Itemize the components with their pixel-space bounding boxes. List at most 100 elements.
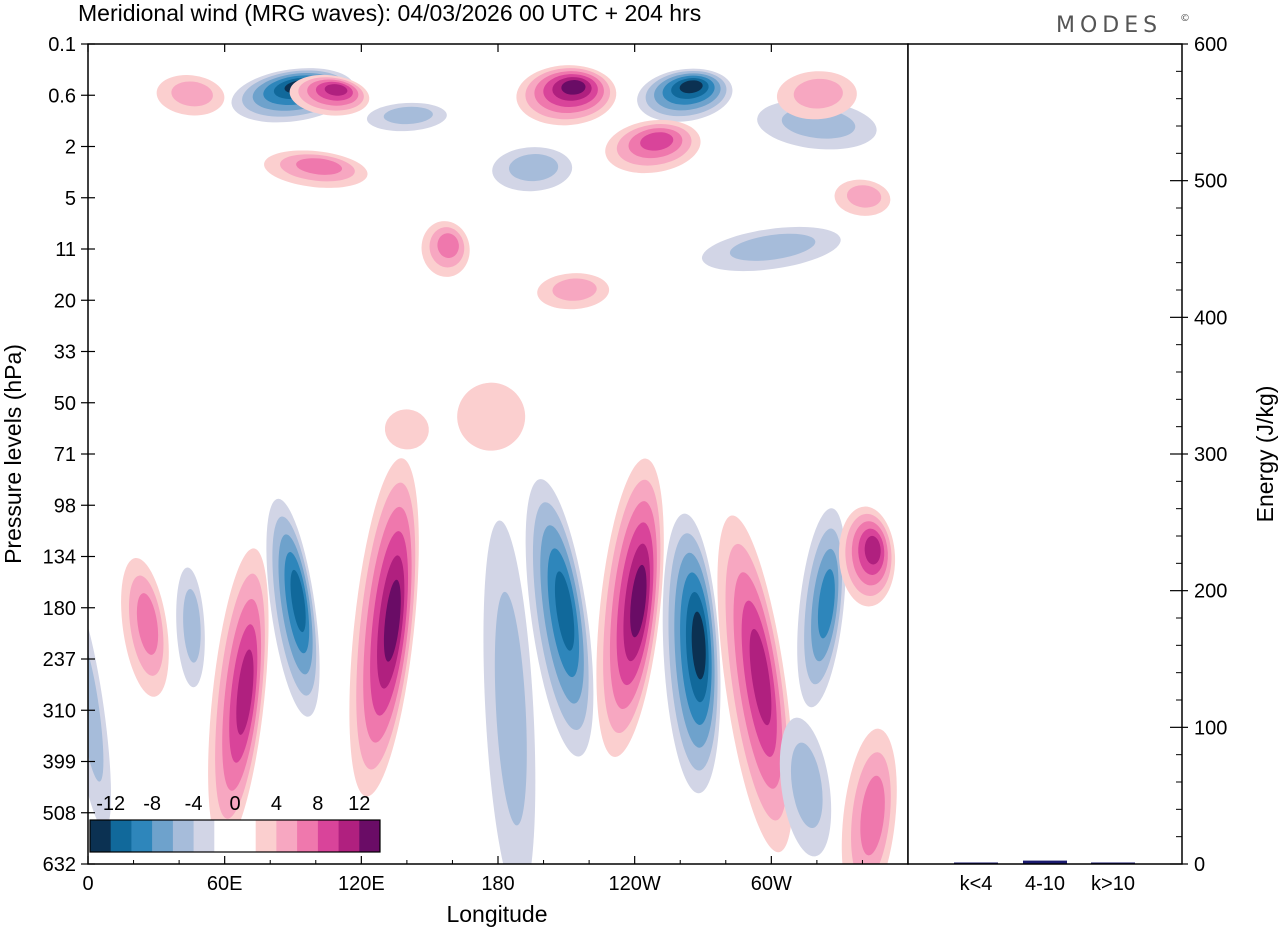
colorbar-swatch — [359, 820, 381, 852]
contour-feature — [366, 102, 447, 132]
contour-feature — [121, 557, 169, 697]
y-tick-label: 399 — [43, 752, 76, 774]
colorbar-label: 4 — [271, 793, 282, 815]
y-tick-label: 632 — [43, 854, 76, 876]
y-tick-label: 237 — [43, 649, 76, 671]
x-tick-label: 120E — [338, 873, 385, 895]
y-tick-label: 33 — [54, 342, 76, 364]
contour-feature — [701, 226, 841, 272]
colorbar-swatch — [172, 820, 194, 852]
contour-band — [790, 742, 823, 829]
contour-band — [324, 84, 348, 96]
x-tick-label: 0 — [82, 873, 93, 895]
contour-band — [793, 78, 843, 109]
y-tick-label: 134 — [43, 547, 76, 569]
contour-feature — [457, 382, 526, 451]
contour-band — [640, 132, 674, 151]
contour-band — [236, 649, 254, 735]
energy-x-axis: k<4 4-10 k>10 — [960, 873, 1135, 895]
contour-feature — [176, 567, 205, 688]
contour-feature — [717, 515, 794, 853]
contour-band — [457, 382, 526, 451]
colorbar-swatch — [90, 820, 112, 852]
colorbar-swatch — [297, 820, 319, 852]
energy-bar — [1023, 860, 1067, 864]
contour-band — [749, 628, 772, 726]
colorbar-label: 0 — [229, 793, 240, 815]
contour-band — [554, 571, 575, 651]
x-tick-label: 60E — [207, 873, 243, 895]
contour-feature — [421, 221, 470, 277]
contour-band — [817, 569, 835, 639]
contour-feature — [483, 520, 536, 864]
y-tick-label: 50 — [54, 393, 76, 415]
contour-band — [864, 535, 881, 565]
y-tick-label: 310 — [43, 700, 76, 722]
energy-tick-label: 200 — [1194, 581, 1227, 603]
contour-feature — [349, 458, 419, 797]
colorbar-label: -4 — [185, 793, 203, 815]
energy-axis-label: Energy (J/kg) — [1252, 386, 1278, 523]
contour-band — [383, 579, 401, 662]
contour-feature — [797, 508, 846, 708]
energy-tick-label: 400 — [1194, 307, 1227, 329]
energy-y-axis: 0 100 200 300 400 500 600 — [1170, 34, 1227, 876]
colorbar-swatch — [255, 820, 277, 852]
contour-band — [860, 775, 885, 856]
contour-feature — [525, 479, 594, 757]
colorbar-swatch — [276, 820, 298, 852]
energy-category-label: k<4 — [960, 873, 993, 895]
colorbar-swatch — [110, 820, 132, 852]
contour-feature — [208, 548, 269, 847]
contour-feature — [492, 147, 573, 192]
energy-tick-label: 500 — [1194, 171, 1227, 193]
y-tick-label: 98 — [54, 495, 76, 517]
y-tick-label: 5 — [65, 188, 76, 210]
colorbar-swatch — [193, 820, 215, 852]
contour-band — [494, 591, 527, 826]
contour-feature — [88, 591, 112, 830]
colorbar: -12 -8 -4 0 4 8 12 — [89, 793, 381, 853]
contour-feature — [596, 458, 664, 757]
heatmap-plot — [88, 65, 897, 864]
chart-title: Meridional wind (MRG waves): 04/03/2026 … — [78, 0, 701, 26]
colorbar-label: -12 — [96, 793, 125, 815]
energy-category-label: k>10 — [1091, 873, 1135, 895]
contour-feature — [662, 513, 721, 794]
contour-feature — [776, 71, 857, 120]
energy-tick-label: 0 — [1194, 854, 1205, 876]
x-tick-label: 120W — [609, 873, 661, 895]
y-tick-label: 20 — [54, 290, 76, 312]
contour-feature — [289, 74, 370, 116]
energy-tick-label: 100 — [1194, 717, 1227, 739]
y-tick-label: 180 — [43, 598, 76, 620]
brand-logo: MODES — [1056, 13, 1162, 38]
y-tick-label: 0.1 — [48, 34, 76, 56]
y-tick-label: 508 — [43, 803, 76, 825]
energy-category-label: 4-10 — [1025, 873, 1065, 895]
y-axis-label: Pressure levels (hPa) — [0, 344, 26, 564]
contour-feature — [605, 119, 701, 174]
contour-feature — [264, 150, 368, 188]
colorbar-swatch — [317, 820, 339, 852]
contour-feature — [516, 65, 617, 126]
x-axis: 0 60E 120E 180 120W 60W — [82, 44, 863, 895]
colorbar-frame — [89, 819, 381, 853]
colorbar-label: -8 — [143, 793, 161, 815]
y-axis: 0.1 0.6 2 5 11 20 33 50 71 98 134 180 237 310 399 508 63… — [43, 34, 95, 876]
brand-mark: © — [1180, 13, 1190, 24]
energy-tick-label: 600 — [1194, 34, 1227, 56]
contour-feature — [266, 498, 320, 717]
colorbar-swatch — [131, 820, 153, 852]
contour-band — [171, 81, 213, 107]
energy-panel-background — [908, 44, 1182, 864]
contour-band — [630, 564, 647, 638]
contour-feature — [779, 717, 832, 857]
contour-feature — [156, 75, 225, 116]
y-tick-label: 2 — [65, 137, 76, 159]
contour-band — [552, 278, 597, 301]
x-tick-label: 60W — [751, 873, 792, 895]
contour-band — [383, 106, 433, 125]
colorbar-swatch — [338, 820, 360, 852]
